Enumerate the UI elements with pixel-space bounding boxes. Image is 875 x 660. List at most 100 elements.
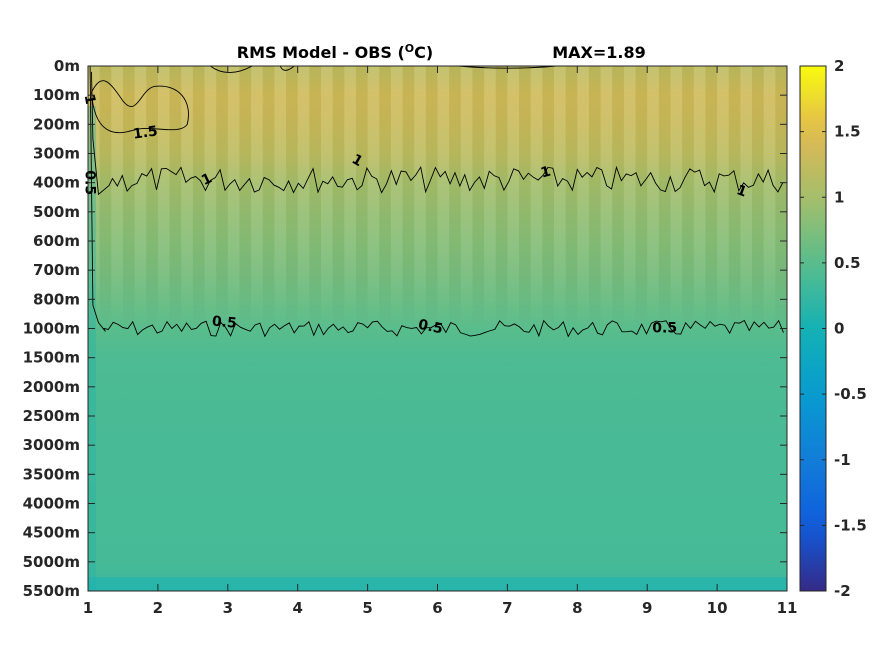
heatmap-streak xyxy=(472,66,485,591)
heatmap-streak xyxy=(204,66,217,591)
x-tick-label: 10 xyxy=(707,599,728,617)
heatmap-streak xyxy=(530,66,543,591)
y-tick-label: 3000m xyxy=(23,436,80,454)
y-tick-label: 3500m xyxy=(23,465,80,483)
heatmap-streak xyxy=(251,66,263,591)
max-value-label: MAX=1.89 xyxy=(552,43,646,62)
contour-1.5 xyxy=(91,80,189,134)
heatmap-streak xyxy=(484,66,496,591)
heatmap-streak xyxy=(425,66,438,591)
x-tick-label: 1 xyxy=(83,599,93,617)
heatmap-streak xyxy=(414,66,426,591)
heatmap-streak xyxy=(344,66,356,591)
heatmap-streak xyxy=(460,66,473,591)
heatmap-streak xyxy=(367,66,380,591)
heatmap-streak xyxy=(612,66,624,591)
heatmap-streak xyxy=(635,66,648,591)
contour-label: 1.5 xyxy=(132,123,159,142)
y-tick-label: 200m xyxy=(33,115,80,133)
heatmap-streak xyxy=(449,66,461,591)
contour-label: 0.5 xyxy=(652,321,677,337)
y-tick-label: 500m xyxy=(33,203,80,221)
y-tick-label: 300m xyxy=(33,145,80,163)
y-axis: 0m 100m 200m 300m 400m 500m 600m 700m 800m 1000m 1… xyxy=(23,57,787,600)
heatmap-streak xyxy=(321,66,333,591)
contour-label: 1 xyxy=(81,93,98,105)
heatmap-streak xyxy=(309,66,321,591)
x-tick-label: 6 xyxy=(432,599,442,617)
heatmap-streak xyxy=(262,66,275,591)
x-tick-label: 8 xyxy=(572,599,582,617)
y-tick-label: 400m xyxy=(33,174,80,192)
contour-0.5 xyxy=(89,66,784,338)
heatmap-streak xyxy=(588,66,601,591)
heatmap-streak xyxy=(682,66,694,591)
heatmap-streak xyxy=(519,66,531,591)
x-tick-label: 3 xyxy=(223,599,233,617)
contour-label: 0.5 xyxy=(211,314,237,332)
heatmap-streak xyxy=(728,66,741,591)
contour-top-arc xyxy=(210,66,253,74)
colorbar-tick-label: 1.5 xyxy=(834,123,861,141)
heatmap-streak xyxy=(693,66,706,591)
heatmap-streak xyxy=(297,66,310,591)
heatmap-streak xyxy=(752,66,764,591)
x-tick-label: 9 xyxy=(642,599,652,617)
colorbar-tick-label: -1 xyxy=(834,451,851,469)
y-tick-label: 4500m xyxy=(23,524,80,542)
heatmap-streak xyxy=(577,66,589,591)
heatmap-streak xyxy=(390,66,403,591)
y-tick-label: 100m xyxy=(33,86,80,104)
y-tick-label: 1000m xyxy=(23,320,80,338)
heatmap-streak xyxy=(600,66,613,591)
heatmap-streak xyxy=(134,66,147,591)
heatmap-streak xyxy=(169,66,182,591)
colorbar-tick-label: -0.5 xyxy=(834,385,867,403)
y-tick-label: 2500m xyxy=(23,407,80,425)
heatmap-edge xyxy=(88,106,96,591)
colorbar-tick-label: -1.5 xyxy=(834,516,867,534)
heatmap-streak xyxy=(647,66,659,591)
colorbar-tick-label: 0 xyxy=(834,320,844,338)
heatmap-streak xyxy=(554,66,566,591)
heatmap-streak xyxy=(507,66,520,591)
y-tick-label: 800m xyxy=(33,290,80,308)
colorbar-tick-label: 0.5 xyxy=(834,254,861,272)
heatmap-streak xyxy=(763,66,776,591)
contour-top-arc xyxy=(279,66,295,71)
y-tick-label: 1500m xyxy=(23,349,80,367)
colorbar-gradient xyxy=(799,65,827,592)
heatmap-streak xyxy=(705,66,718,591)
heatmap-streak xyxy=(146,66,158,591)
heatmap-streak xyxy=(216,66,228,591)
y-tick-label: 5000m xyxy=(23,553,80,571)
heatmap-streak xyxy=(658,66,671,591)
heatmap-streak xyxy=(670,66,683,591)
heatmap-streak xyxy=(122,66,135,591)
heatmap-streak xyxy=(542,66,554,591)
colorbar-tick-label: 2 xyxy=(834,57,844,75)
y-tick-label: 0m xyxy=(54,57,80,75)
x-tick-label: 11 xyxy=(777,599,798,617)
contour-1 xyxy=(91,71,784,196)
heatmap-streak xyxy=(402,66,415,591)
heatmap-streak xyxy=(181,66,193,591)
y-tick-label: 5500m xyxy=(23,582,80,600)
heatmap-streak xyxy=(111,66,123,591)
y-tick-label: 700m xyxy=(33,261,80,279)
heatmap-streak xyxy=(623,66,636,591)
heatmap-streak xyxy=(717,66,729,591)
colorbar-tick-label: -2 xyxy=(834,582,851,600)
contour-label: 1 xyxy=(539,163,553,181)
contour-label: 0.5 xyxy=(417,317,445,338)
x-tick-label: 4 xyxy=(292,599,302,617)
heatmap-streak xyxy=(565,66,578,591)
x-tick-label: 2 xyxy=(153,599,163,617)
y-tick-label: 2000m xyxy=(23,378,80,396)
x-axis: 1 2 3 4 5 6 7 8 9 10 11 xyxy=(83,66,798,617)
heatmap-streak xyxy=(239,66,252,591)
y-tick-label: 600m xyxy=(33,232,80,250)
